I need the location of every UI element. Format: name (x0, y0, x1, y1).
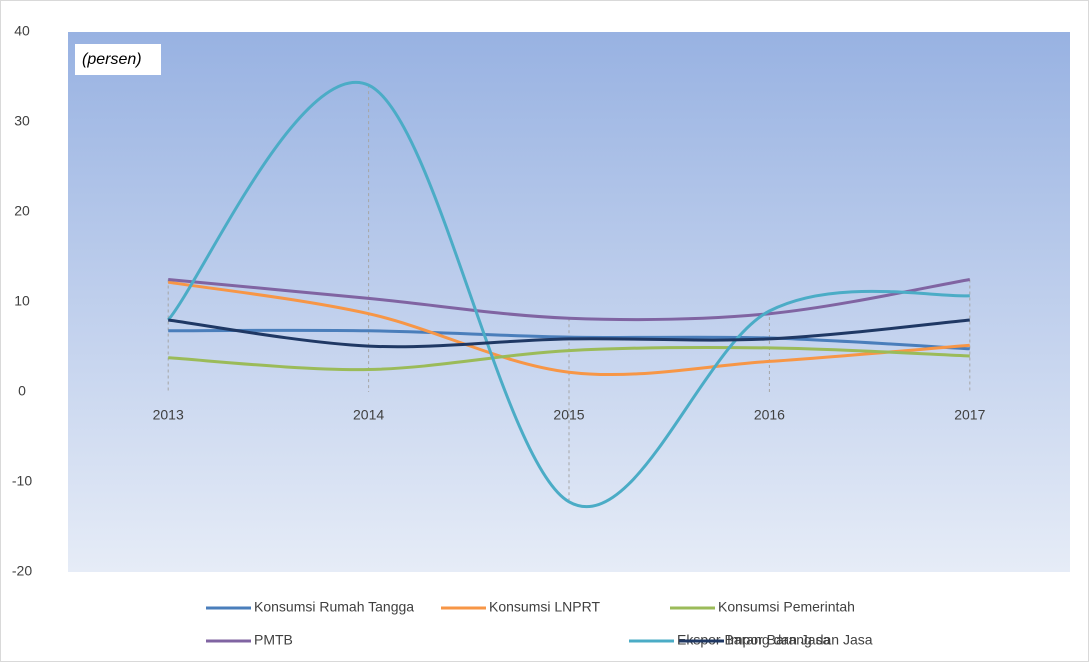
series-line (168, 328, 970, 351)
y-tick-label: 0 (18, 383, 26, 399)
legend-label: Konsumsi Rumah Tangga (254, 599, 414, 615)
y-tick-label: 30 (14, 113, 30, 129)
series-line (168, 318, 970, 349)
y-tick-label: 20 (14, 203, 30, 219)
y-tick-label: -10 (12, 473, 32, 489)
y-tick-label: 40 (14, 23, 30, 39)
series-line (167, 80, 970, 508)
x-tick-label: 2013 (153, 407, 184, 423)
plot-area (68, 32, 1070, 572)
series-line (167, 280, 970, 377)
x-tick-label: 2017 (954, 407, 985, 423)
legend-label: Konsumsi LNPRT (489, 599, 600, 615)
x-tick-label: 2016 (754, 407, 785, 423)
annotation: (persen) (82, 51, 142, 68)
legend-label: PMTB (254, 632, 293, 648)
x-tick-label: 2015 (553, 407, 584, 423)
y-tick-label: -20 (12, 563, 32, 579)
legend-label: Impor Barang dan Jasa (727, 632, 873, 648)
legend-label: Ekspor Barang dan Jasa (677, 632, 831, 648)
x-tick-label: 2014 (353, 407, 384, 423)
legend-label: Konsumsi Pemerintah (718, 599, 855, 615)
annotation-box (75, 44, 161, 75)
series-line (168, 278, 971, 322)
y-tick-label: 10 (14, 293, 30, 309)
series-line (168, 345, 970, 372)
